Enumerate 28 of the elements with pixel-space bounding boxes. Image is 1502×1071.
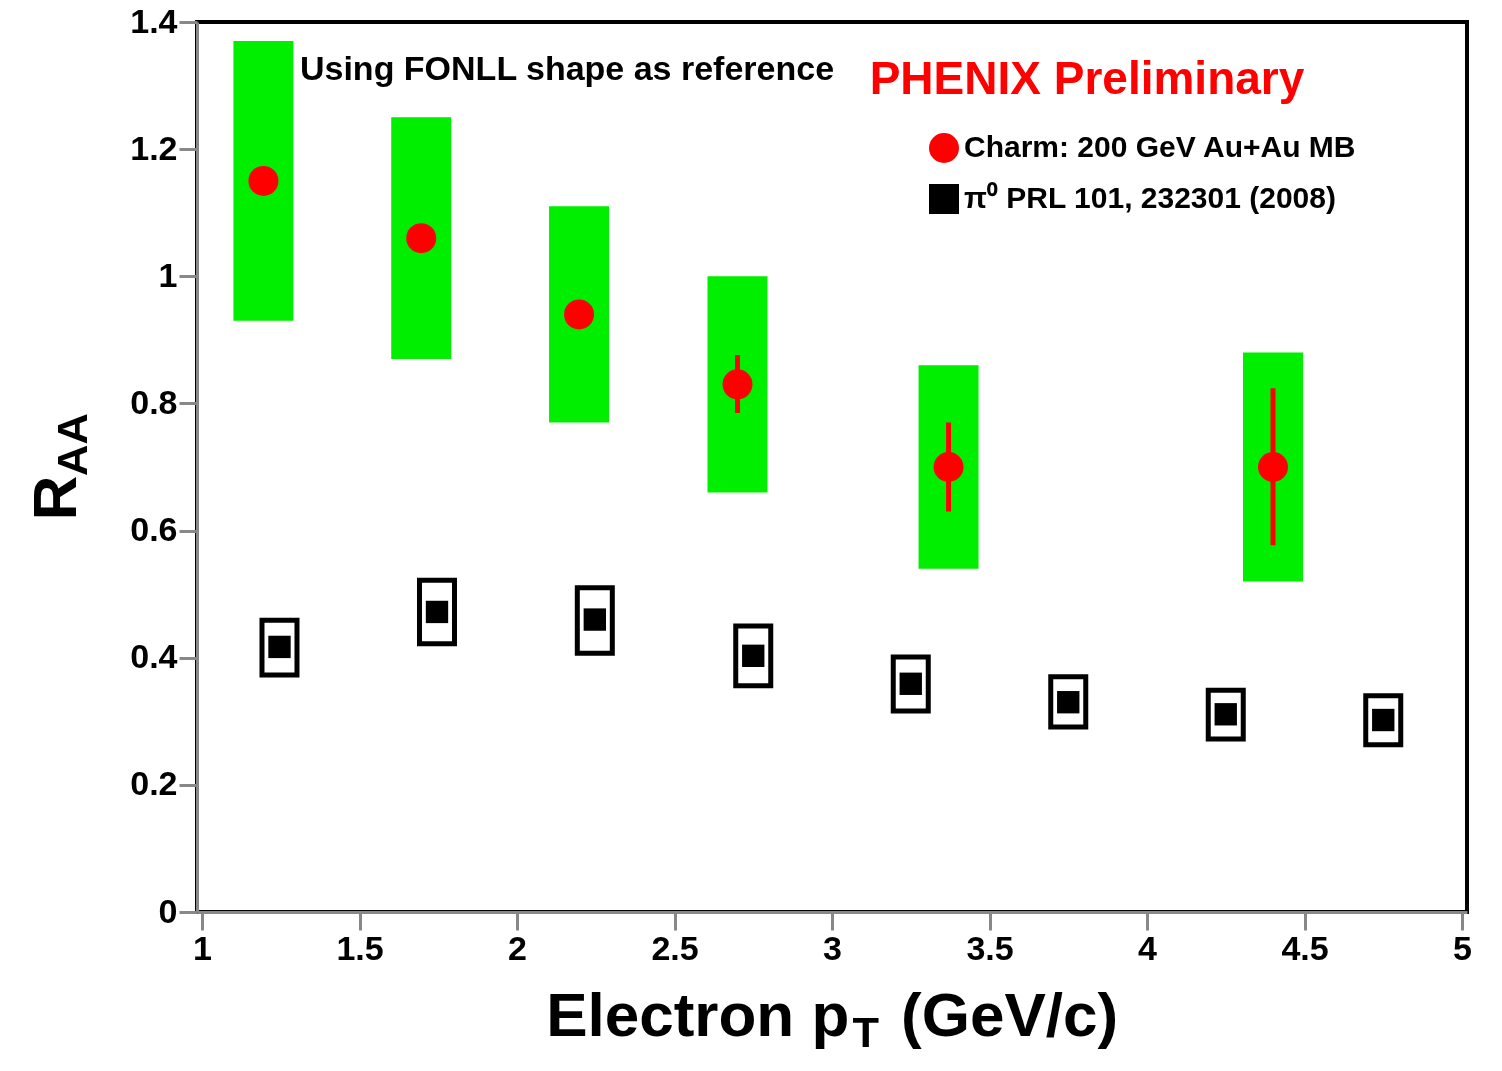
legend-label: Charm: 200 GeV Au+Au MB xyxy=(964,130,1356,163)
point xyxy=(406,223,437,254)
y-tick-label: 0.8 xyxy=(130,382,178,421)
y-tick-label: 0.2 xyxy=(130,764,178,803)
y-tick-label: 0.4 xyxy=(130,637,178,676)
y-tick-label: 1.4 xyxy=(130,1,178,40)
y-tick-label: 1 xyxy=(158,255,178,294)
point xyxy=(933,452,964,482)
y-tick-label: 1.2 xyxy=(130,128,178,167)
y-tick-label: 0 xyxy=(158,891,178,930)
x-tick-label: 2 xyxy=(508,928,527,967)
x-tick-label: 1.5 xyxy=(336,928,384,967)
point xyxy=(248,165,279,196)
legend-label: π⁰ PRL 101, 232301 (2008) xyxy=(964,181,1336,214)
x-tick-label: 2.5 xyxy=(651,928,699,967)
y-tick-label: 0.6 xyxy=(130,510,178,549)
x-tick-label: 4 xyxy=(1138,928,1158,967)
x-tick-label: 4.5 xyxy=(1281,928,1329,967)
annotation: PHENIX Preliminary xyxy=(869,52,1305,104)
x-tick-label: 1 xyxy=(193,928,212,967)
point xyxy=(722,369,753,400)
x-tick-label: 3.5 xyxy=(966,928,1014,967)
point xyxy=(564,299,595,330)
annotation: Using FONLL shape as reference xyxy=(299,49,835,87)
y-axis-title: RAA xyxy=(20,413,97,521)
x-tick-label: 5 xyxy=(1453,928,1472,967)
x-tick-label: 3 xyxy=(823,928,842,967)
point xyxy=(1258,452,1288,482)
